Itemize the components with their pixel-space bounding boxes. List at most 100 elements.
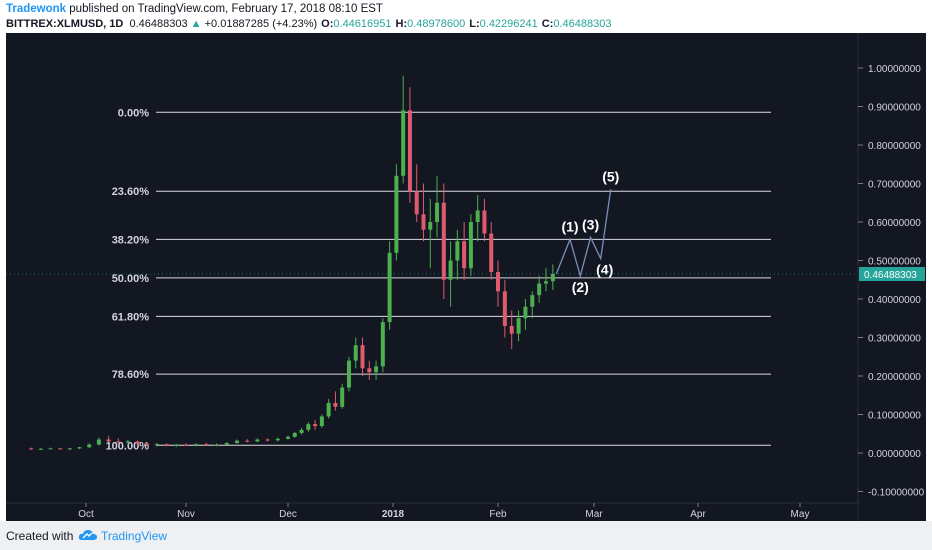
candle-body (224, 442, 229, 445)
time-tick-label: Nov (177, 509, 195, 520)
candle-body (145, 443, 150, 445)
low-label: L: (469, 18, 480, 30)
price-tick-label: 0.60000000 (868, 218, 921, 229)
time-axis[interactable]: Oct Nov Dec 2018 Feb Mar Apr May (78, 503, 809, 520)
chart-background (6, 33, 926, 521)
fib-level-label: 0.00% (118, 107, 149, 119)
price-tick-label: 0.80000000 (868, 141, 921, 152)
time-tick-label: 2018 (382, 509, 405, 520)
candle-body (326, 402, 331, 417)
fib-level-label: 23.60% (112, 186, 150, 198)
candle-body (530, 295, 535, 307)
price-tick-label: 0.10000000 (868, 411, 921, 422)
change-value: +0.01887285 (+4.23%) (204, 18, 318, 30)
price-axis[interactable]: 1.00000000 0.90000000 0.80000000 0.70000000… (858, 64, 925, 499)
tradingview-cloud-icon[interactable] (78, 528, 98, 542)
candle-body (245, 440, 250, 442)
candle-body (306, 424, 311, 430)
candle-body (154, 444, 159, 446)
candle-body (374, 366, 379, 373)
candle-body (401, 110, 406, 176)
candle-body (448, 260, 453, 280)
candles (29, 75, 555, 450)
candle-body (255, 439, 260, 442)
candle-body (29, 448, 34, 450)
footer-bar: Created with TradingView (0, 521, 932, 550)
close-value: 0.46488303 (553, 18, 612, 30)
candle-body (523, 306, 528, 319)
price-tick-label: 0.50000000 (868, 257, 921, 268)
wave-label: (1) (561, 218, 578, 234)
candle-body (77, 447, 82, 449)
change-arrow-icon: ▲ (190, 18, 202, 30)
fibonacci-retracement[interactable]: 0.00%23.60%38.20%50.00%61.80%78.60%100.0… (106, 107, 771, 452)
candle-body (502, 291, 507, 326)
candle-body (394, 175, 399, 253)
candle-body (235, 440, 239, 443)
candle-body (537, 283, 542, 296)
candle-body (299, 429, 304, 433)
candle-body (489, 233, 494, 273)
candle-body (414, 191, 419, 215)
wave-label: (5) (602, 168, 619, 184)
fib-level-label: 78.60% (112, 369, 150, 381)
candlestick-chart[interactable]: 0.00%23.60%38.20%50.00%61.80%78.60%100.0… (6, 33, 926, 521)
ohlc-line: BITTREX:XLMUSD, 1D 0.46488303 ▲ +0.01887… (6, 17, 926, 32)
price-tick-label: 0.90000000 (868, 103, 921, 114)
price-tick-label: 1.00000000 (868, 64, 921, 75)
candle-body (407, 110, 412, 192)
candle-body (184, 444, 188, 446)
price-tick-label: 0.40000000 (868, 295, 921, 306)
last-price: 0.46488303 (129, 18, 188, 30)
candle-body (164, 444, 169, 446)
symbol-label[interactable]: BITTREX:XLMUSD, 1D (6, 18, 124, 30)
candle-body (387, 252, 392, 323)
time-tick-label: Oct (78, 509, 94, 520)
time-tick-label: Dec (279, 509, 297, 520)
time-tick-label: Apr (690, 509, 706, 520)
price-tick-label: 0.00000000 (868, 449, 921, 460)
candle-body (106, 439, 111, 442)
candle-body (550, 274, 555, 282)
candle-body (313, 424, 318, 427)
tradingview-brand-link[interactable]: TradingView (101, 529, 168, 543)
candle-body (482, 210, 487, 234)
price-tick-label: 0.70000000 (868, 180, 921, 191)
published-text: published on TradingView.com, February 1… (66, 3, 383, 15)
candle-body (67, 448, 72, 450)
candle-body (116, 441, 121, 443)
candle-body (544, 281, 548, 284)
time-tick-label: Mar (585, 509, 603, 520)
candle-body (48, 448, 53, 450)
close-label: C: (541, 18, 554, 30)
candle-body (367, 368, 372, 373)
elliott-wave-projection[interactable]: (1) (2) (3) (4) (5) (555, 168, 619, 295)
time-tick-label: Feb (489, 509, 507, 520)
current-price-badge: 0.46488303 (6, 267, 925, 282)
candle-body (340, 387, 345, 407)
price-tick-label: 0.20000000 (868, 372, 921, 383)
author-link[interactable]: Tradewonk (6, 3, 67, 15)
fib-level-label: 50.00% (112, 273, 150, 285)
fib-level-label: 61.80% (112, 311, 150, 323)
candle-body (286, 436, 290, 439)
high-value: 0.48978600 (407, 18, 466, 30)
price-tick-label: 0.30000000 (868, 334, 921, 345)
candle-body (135, 441, 140, 444)
candle-body (38, 448, 43, 450)
chart-area[interactable]: 0.00% 23.60% 38.20% 50.00% 61.80% 78.60% 100.0… (6, 33, 926, 521)
candle-body (462, 241, 467, 269)
wave-label: (4) (596, 262, 613, 278)
candle-body (421, 214, 426, 230)
candle-body (353, 345, 358, 361)
chart-header: Tradewonk published on TradingView.com, … (6, 2, 926, 32)
price-badge-bg (859, 267, 925, 282)
wave-path (555, 189, 612, 279)
open-value: 0.44616951 (333, 18, 392, 30)
price-tick-label: -0.10000000 (868, 488, 925, 499)
candle-body (496, 272, 500, 292)
candle-body (455, 241, 460, 261)
candle-body (428, 222, 433, 230)
candle-body (380, 322, 385, 367)
candle-body (346, 360, 351, 388)
